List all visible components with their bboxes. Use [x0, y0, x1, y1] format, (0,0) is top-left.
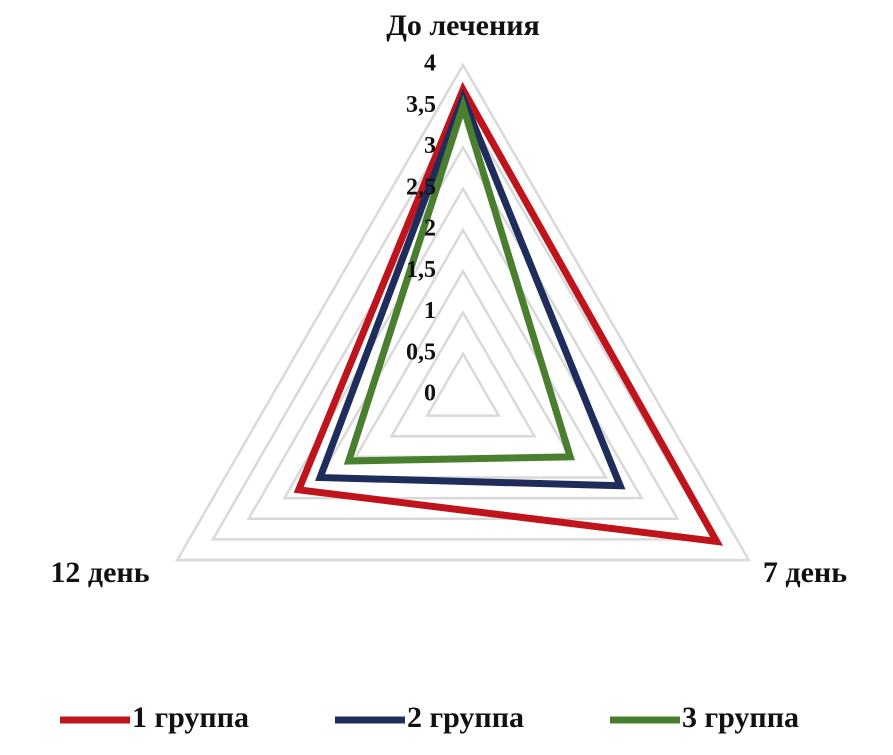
grid-line	[282, 186, 644, 500]
y-tick-label: 0,5	[406, 339, 436, 365]
category-label: До лечения	[386, 9, 540, 42]
y-tick-label: 4	[424, 51, 436, 77]
y-tick-label: 2	[424, 216, 436, 242]
y-tick-label: 0	[424, 381, 436, 407]
category-label: 7 день	[763, 556, 847, 589]
y-tick-label: 1,5	[406, 257, 436, 283]
y-tick-label: 3	[424, 133, 436, 159]
grid-line	[210, 103, 716, 541]
grid-line	[317, 227, 609, 479]
legend-label: 3 группа	[682, 701, 799, 734]
grid-line	[389, 309, 537, 438]
series-line	[293, 81, 724, 546]
grid-line	[425, 351, 501, 417]
category-label: 12 день	[50, 556, 149, 589]
y-tick-label: 3,5	[406, 92, 436, 118]
legend-label: 2 группа	[407, 701, 524, 734]
y-tick-label: 2,5	[406, 174, 436, 200]
y-tick-label: 1	[424, 298, 436, 324]
grid-line	[175, 62, 751, 562]
grid-line	[246, 144, 680, 520]
series-line	[343, 94, 575, 465]
legend-label: 1 группа	[132, 701, 249, 734]
series-line	[315, 88, 626, 490]
